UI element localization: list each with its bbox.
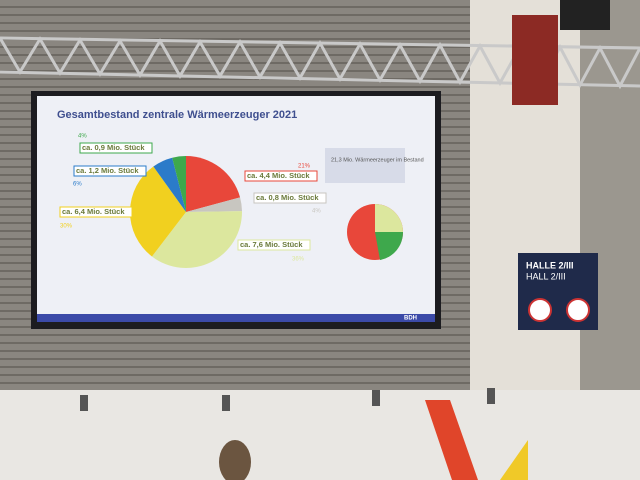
summary: 21,3 Mio. Wärmeerzeuger im Bestand (331, 157, 424, 163)
label-box (79, 142, 153, 154)
label-box (244, 170, 318, 182)
small-pie (347, 204, 404, 260)
slice-percent: 21% (298, 164, 311, 170)
icon (528, 298, 552, 322)
slice-label: ca. 1,2 Mio. Stück (76, 166, 139, 175)
slide-title: Gesamtbestand zentrale Wärmeerzeuger 202… (57, 109, 297, 121)
pie (130, 156, 242, 268)
slide-footer (37, 314, 435, 322)
lights (80, 388, 495, 411)
slice-label: ca. 0,9 Mio. Stück (82, 143, 145, 152)
stripe (425, 400, 478, 480)
person (219, 440, 251, 480)
label-box (73, 165, 147, 177)
slice-percent: 6% (73, 182, 82, 188)
slice-percent: 36% (292, 257, 305, 263)
camera (560, 0, 610, 30)
label-box (253, 192, 327, 204)
pie-slice (186, 197, 242, 212)
slice-label: ca. 4,4 Mio. Stück (247, 171, 310, 180)
pie-slice (151, 211, 242, 268)
exit-sign (512, 15, 558, 105)
label-box (237, 239, 311, 251)
pie-slice (186, 156, 241, 212)
pie-slice (172, 156, 186, 212)
slice-percent: 30% (60, 224, 73, 230)
slice-label: ca. 7,6 Mio. Stück (240, 240, 303, 249)
logo: BDH (404, 316, 417, 322)
pie-slice (130, 166, 186, 257)
sign-line: HALLE 2/III (526, 260, 574, 270)
slice-label: ca. 6,4 Mio. Stück (62, 207, 125, 216)
wall-right (580, 0, 640, 400)
booth-panels (0, 390, 640, 480)
summary-box (325, 148, 405, 183)
stripe (500, 440, 528, 480)
slice-percent: 4% (78, 134, 87, 140)
pie-slice (153, 157, 186, 212)
sign-line: HALL 2/III (526, 271, 566, 281)
label-box (59, 206, 133, 218)
slice-label: ca. 0,8 Mio. Stück (256, 193, 319, 202)
icon (566, 298, 590, 322)
slice-percent: 4% (312, 209, 321, 215)
